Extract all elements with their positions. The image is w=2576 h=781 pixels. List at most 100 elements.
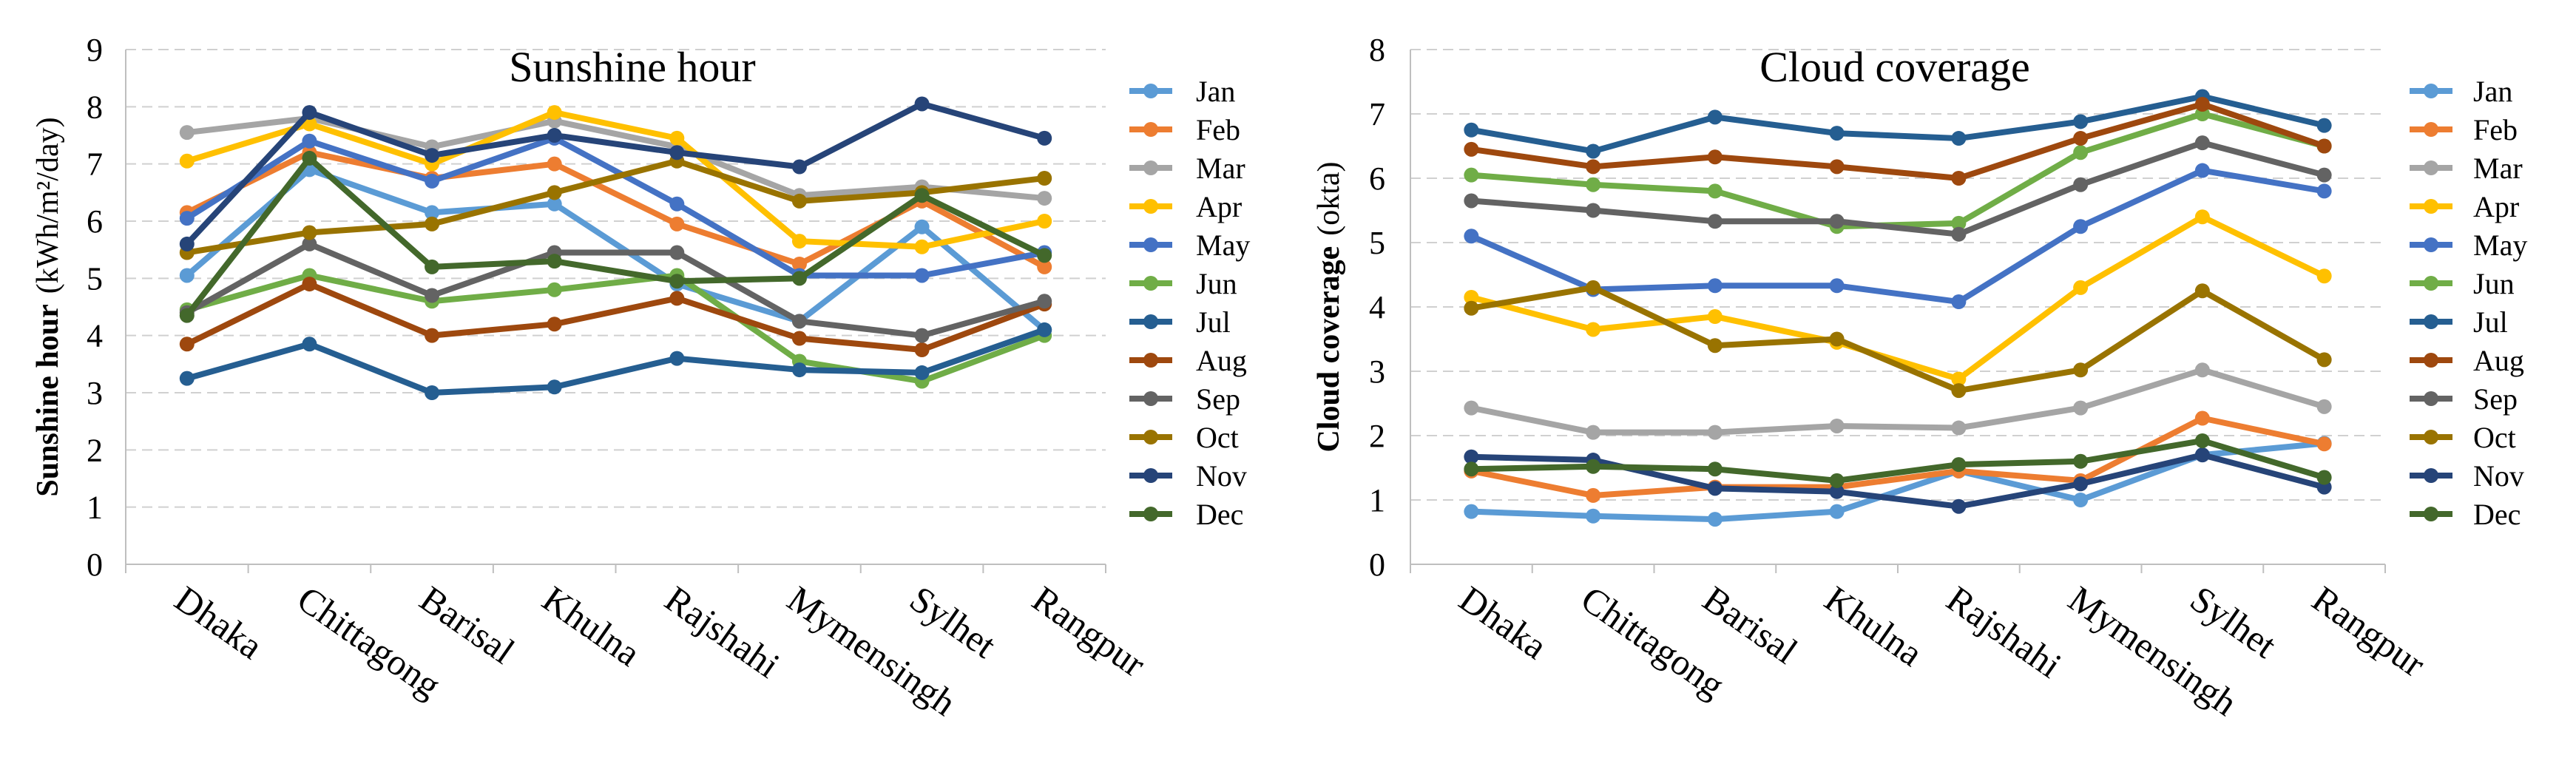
series-line — [1470, 367, 2325, 436]
legend-label: Jun — [2473, 267, 2515, 300]
data-point — [425, 385, 440, 400]
legend-label: Dec — [1196, 498, 1243, 531]
data-point — [1951, 383, 1967, 399]
data-point — [179, 337, 195, 352]
legend-marker — [2424, 391, 2438, 406]
legend-item: Aug — [2410, 344, 2524, 377]
data-point — [2316, 436, 2332, 452]
data-point — [2316, 167, 2332, 183]
legend-label: Nov — [1196, 459, 1247, 493]
category-label: Khulna — [1817, 578, 1930, 674]
legend-label: Aug — [2473, 344, 2524, 377]
data-point — [2073, 280, 2089, 295]
data-point — [791, 234, 807, 249]
data-point — [1829, 331, 1845, 347]
legend-label: Jan — [2473, 75, 2512, 108]
legend-item: Oct — [2410, 421, 2516, 454]
data-point — [1037, 130, 1052, 146]
data-point — [914, 219, 930, 234]
legend-marker — [2424, 507, 2438, 521]
y-tick-label: 3 — [87, 375, 103, 411]
data-point — [1037, 248, 1052, 263]
data-point — [1951, 294, 1967, 310]
legend-marker — [1143, 391, 1158, 406]
y-tick-label: 6 — [87, 203, 103, 240]
category-label: Rajshahi — [1939, 578, 2069, 686]
data-point — [1464, 229, 1479, 244]
series-dec — [179, 150, 1052, 323]
data-point — [669, 245, 685, 260]
data-point — [547, 282, 562, 297]
data-point — [1586, 487, 1601, 503]
legend-marker — [2424, 199, 2438, 214]
data-point — [1586, 177, 1601, 192]
data-point — [547, 128, 562, 143]
y-tick-label: 3 — [1369, 354, 1385, 390]
data-point — [2316, 183, 2332, 199]
legend-item: Jul — [1129, 305, 1231, 339]
data-point — [2316, 138, 2332, 154]
legend-label: Dec — [2473, 498, 2521, 531]
legend-marker — [1143, 199, 1158, 214]
y-tick-label: 7 — [1369, 96, 1385, 132]
legend-label: Apr — [2473, 190, 2519, 223]
data-point — [1707, 425, 1723, 440]
data-point — [2194, 410, 2210, 426]
y-tick-label: 2 — [87, 432, 103, 468]
data-point — [425, 148, 440, 163]
y-tick-label: 1 — [1369, 482, 1385, 518]
legend-marker — [2424, 84, 2438, 98]
legend-item: Nov — [1129, 459, 1247, 493]
data-point — [2194, 96, 2210, 112]
y-axis-label: Cloud coverage (okta) — [1312, 161, 1346, 452]
data-point — [1951, 215, 1967, 231]
data-point — [1951, 420, 1967, 436]
legend-item: May — [2410, 229, 2527, 262]
category-label: Sylhet — [2183, 578, 2285, 666]
data-point — [547, 254, 562, 269]
data-point — [2194, 135, 2210, 151]
legend-item: Dec — [1129, 498, 1243, 531]
data-point — [669, 216, 685, 231]
legend-item: Feb — [2410, 113, 2518, 146]
gridlines — [126, 49, 1106, 508]
data-point — [1586, 203, 1601, 218]
data-point — [1586, 508, 1601, 524]
legend-marker — [2424, 237, 2438, 252]
legend-item: Apr — [1129, 190, 1242, 223]
y-axis-label-unit: (okta) — [1312, 161, 1346, 235]
data-point — [302, 150, 317, 166]
series-aug — [179, 277, 1052, 357]
y-axis-label: Sunshine hour (kWh/m²/day) — [31, 117, 65, 496]
data-point — [1829, 126, 1845, 141]
series-line — [1470, 214, 2326, 382]
legend-item: Nov — [2410, 459, 2524, 493]
y-tick-label: 9 — [87, 32, 103, 68]
data-point — [1586, 143, 1601, 159]
data-point — [1829, 214, 1845, 229]
data-point — [791, 271, 807, 286]
data-point — [425, 216, 440, 231]
y-tick-label: 6 — [1369, 160, 1385, 197]
data-point — [2316, 352, 2332, 368]
legend-marker — [1143, 353, 1158, 368]
data-point — [179, 153, 195, 169]
series-may — [1464, 163, 2332, 310]
y-tick-label: 0 — [1369, 547, 1385, 583]
data-point — [1037, 322, 1052, 337]
series-line — [1471, 140, 2325, 237]
data-point — [1951, 498, 1967, 514]
y-axis-label-name: Cloud coverage — [1312, 246, 1346, 453]
y-tick-label: 7 — [87, 146, 103, 183]
series-line — [186, 281, 1046, 353]
data-point — [1464, 449, 1479, 464]
data-point — [2073, 476, 2089, 492]
legend-marker — [1143, 84, 1158, 98]
data-point — [179, 308, 195, 323]
data-point — [2316, 118, 2332, 133]
data-point — [2073, 131, 2089, 146]
data-point — [669, 196, 685, 212]
data-point — [425, 173, 440, 189]
